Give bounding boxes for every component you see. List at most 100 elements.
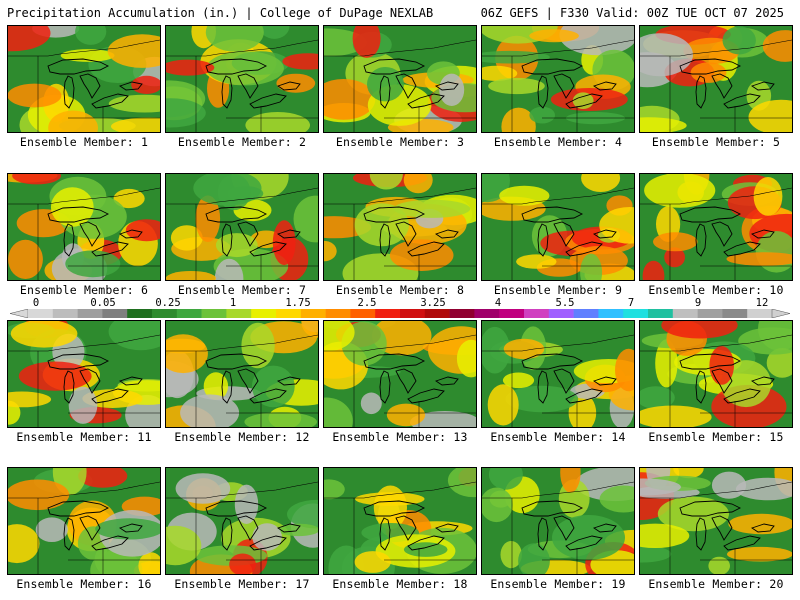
colorbar-max-arrow <box>771 309 790 318</box>
page-title: Precipitation Accumulation (in.) | Colle… <box>7 6 434 20</box>
ensemble-map <box>481 173 635 281</box>
colorbar-tick-label: 0.25 <box>155 297 181 309</box>
member-caption: Ensemble Member: 2 <box>177 135 307 149</box>
ensemble-map <box>7 173 161 281</box>
precip-field <box>324 26 476 132</box>
member-caption: Ensemble Member: 6 <box>19 283 149 297</box>
precip-field <box>640 468 792 574</box>
ensemble-map <box>639 320 793 428</box>
colorbar-swatch <box>449 309 475 318</box>
colorbar-tick-label: 9 <box>694 297 702 309</box>
member-caption: Ensemble Member: 12 <box>174 430 310 444</box>
colorbar-swatch <box>375 309 401 318</box>
colorbar-tick-label: 1 <box>229 297 237 309</box>
colorbar-swatch <box>747 309 773 318</box>
precip-field <box>166 321 318 427</box>
member-caption: Ensemble Member: 15 <box>648 430 784 444</box>
precip-field <box>8 321 160 427</box>
member-caption: Ensemble Member: 16 <box>16 577 152 591</box>
precip-field <box>8 174 160 280</box>
member-caption: Ensemble Member: 7 <box>177 283 307 297</box>
precip-field <box>640 321 792 427</box>
precip-field <box>640 26 792 132</box>
colorbar-swatch <box>300 309 326 318</box>
precip-field <box>482 321 634 427</box>
member-caption: Ensemble Member: 18 <box>332 577 468 591</box>
colorbar-swatch <box>474 309 500 318</box>
colorbar-swatch <box>226 309 252 318</box>
ensemble-map <box>7 320 161 428</box>
precip-field <box>166 468 318 574</box>
colorbar-swatch <box>722 309 748 318</box>
precip-field <box>640 174 792 280</box>
ensemble-map <box>639 173 793 281</box>
colorbar-swatch <box>648 309 674 318</box>
member-caption: Ensemble Member: 3 <box>335 135 465 149</box>
colorbar-swatch <box>400 309 426 318</box>
member-caption: Ensemble Member: 13 <box>332 430 468 444</box>
run-info: 06Z GEFS | F330 Valid: 00Z TUE OCT 07 20… <box>480 6 784 20</box>
precip-field <box>166 26 318 132</box>
member-caption: Ensemble Member: 10 <box>648 283 784 297</box>
precip-field <box>166 174 318 280</box>
precip-field <box>324 321 476 427</box>
ensemble-map <box>639 25 793 133</box>
colorbar-swatch <box>276 309 302 318</box>
member-caption: Ensemble Member: 8 <box>335 283 465 297</box>
colorbar-swatch <box>697 309 723 318</box>
colorbar-tick-label: 0 <box>32 297 40 309</box>
ensemble-map <box>7 25 161 133</box>
colorbar-swatch <box>672 309 698 318</box>
precip-field <box>324 174 476 280</box>
colorbar-swatch <box>325 309 351 318</box>
ensemble-map <box>323 467 477 575</box>
colorbar-tick-label: 2.5 <box>357 297 377 309</box>
colorbar-swatch <box>176 309 202 318</box>
precip-field <box>482 26 634 132</box>
colorbar-swatch <box>424 309 450 318</box>
ensemble-map <box>323 25 477 133</box>
member-caption: Ensemble Member: 4 <box>493 135 623 149</box>
colorbar-tick-label: 5.5 <box>555 297 575 309</box>
colorbar-tick-label: 7 <box>627 297 635 309</box>
precip-field <box>482 468 634 574</box>
colorbar-swatch <box>201 309 227 318</box>
ensemble-map <box>481 467 635 575</box>
colorbar-tick-label: 3.25 <box>420 297 446 309</box>
colorbar-swatch <box>28 309 54 318</box>
ensemble-map <box>481 320 635 428</box>
colorbar-swatch <box>127 309 153 318</box>
member-caption: Ensemble Member: 5 <box>651 135 781 149</box>
ensemble-map <box>7 467 161 575</box>
colorbar-swatch <box>350 309 376 318</box>
colorbar-labels: 0 0.05 0.25 1 1.75 2.5 3.25 4 5.5 7 9 12 <box>10 297 790 309</box>
ensemble-map <box>165 467 319 575</box>
precip-field <box>8 468 160 574</box>
ensemble-map <box>165 320 319 428</box>
member-caption: Ensemble Member: 9 <box>493 283 623 297</box>
colorbar-swatch <box>251 309 277 318</box>
colorbar-scale <box>10 309 790 318</box>
colorbar-min-arrow <box>10 309 29 318</box>
ensemble-map <box>165 173 319 281</box>
colorbar-swatch <box>524 309 550 318</box>
member-caption: Ensemble Member: 19 <box>490 577 626 591</box>
ensemble-map <box>639 467 793 575</box>
member-caption: Ensemble Member: 14 <box>490 430 626 444</box>
ensemble-map <box>323 320 477 428</box>
colorbar-swatch <box>152 309 178 318</box>
colorbar-tick-label: 1.75 <box>285 297 311 309</box>
colorbar-swatch <box>598 309 624 318</box>
member-caption: Ensemble Member: 11 <box>16 430 152 444</box>
precip-field <box>482 174 634 280</box>
precip-field <box>8 26 160 132</box>
colorbar-swatch <box>499 309 525 318</box>
colorbar-swatch <box>548 309 574 318</box>
member-caption: Ensemble Member: 20 <box>648 577 784 591</box>
ensemble-map <box>481 25 635 133</box>
ensemble-map <box>323 173 477 281</box>
member-caption: Ensemble Member: 1 <box>19 135 149 149</box>
colorbar-tick-label: 12 <box>755 297 769 309</box>
member-caption: Ensemble Member: 17 <box>174 577 310 591</box>
colorbar-swatch <box>102 309 128 318</box>
